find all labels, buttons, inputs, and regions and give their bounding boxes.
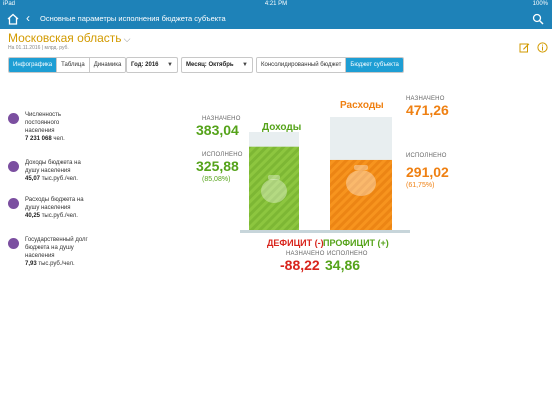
stat-value: 45,07 — [25, 176, 41, 182]
search-icon[interactable] — [532, 13, 544, 25]
stat-expense-per-capita: Расходы бюджета на душу населения 40,25 … — [8, 196, 118, 224]
expense-executed-value: 291,02 — [406, 164, 449, 180]
month-select-value: Месяц: Октябрь — [186, 62, 234, 68]
deficit-value: -88,22 — [280, 257, 320, 273]
stat-income-per-capita: Доходы бюджета на душу населения 45,07 т… — [8, 159, 118, 187]
income-executed-percent: (85,08%) — [202, 176, 231, 183]
report-date: На 01.11.2016 — [8, 45, 41, 51]
debt-icon — [8, 238, 19, 249]
income-cylinder-fill — [249, 146, 299, 230]
month-select[interactable]: Месяц: Октябрь ▼ — [181, 57, 253, 73]
money-bag-icon — [346, 165, 376, 196]
stat-label-line: душу населения — [25, 168, 71, 174]
stat-unit: чел. — [53, 136, 65, 142]
surplus-label: ПРОФИЦИТ (+) — [323, 238, 389, 248]
info-icon[interactable] — [537, 42, 548, 53]
tab-consolidated-budget[interactable]: Консолидированный бюджет — [257, 58, 347, 72]
stat-label-line: Расходы бюджета на — [25, 197, 84, 203]
report-unit: млрд. руб. — [44, 45, 69, 51]
home-icon[interactable] — [6, 12, 20, 26]
expense-planned-value: 471,26 — [406, 102, 449, 118]
income-executed-label: ИСПОЛНЕНО — [202, 152, 243, 158]
stat-unit: тыс.руб./чел. — [41, 213, 78, 219]
stat-label-line: Доходы бюджета на — [25, 160, 81, 166]
view-tabs: Инфографика Таблица Динамика — [8, 57, 127, 73]
region-name: Московская область — [8, 31, 122, 45]
chevron-down-icon: ▼ — [242, 62, 248, 68]
stat-label-line: Численность — [25, 112, 62, 118]
battery-label: 100% — [532, 1, 548, 7]
people-icon — [8, 113, 19, 124]
stat-label-line: душу населения — [25, 205, 71, 211]
stat-population: Численность постоянного населения 7 231 … — [8, 111, 118, 147]
expense-planned-label: НАЗНАЧЕНО — [406, 96, 445, 102]
budget-infographic — [240, 117, 410, 233]
nav-bar: ‹ Основные параметры исполнения бюджета … — [0, 9, 552, 29]
budget-tabs: Консолидированный бюджет Бюджет субъекта — [256, 57, 404, 73]
expense-cylinder-fill — [330, 159, 392, 230]
expense-executed-percent: (61,75%) — [406, 182, 435, 189]
report-meta: На 01.11.2016 | млрд. руб. — [8, 45, 69, 51]
income-planned-value: 383,04 — [196, 122, 239, 138]
stat-label-line: населения — [25, 253, 55, 259]
device-label: iPad — [3, 1, 16, 7]
back-chevron-icon[interactable]: ‹ — [26, 11, 30, 25]
tab-infographic[interactable]: Инфографика — [9, 58, 58, 72]
surplus-value: 34,86 — [325, 257, 361, 273]
tab-dynamics[interactable]: Динамика — [89, 58, 126, 72]
income-planned-label: НАЗНАЧЕНО — [202, 116, 241, 122]
stat-debt-per-capita: Государственный долг бюджета на душу нас… — [8, 236, 118, 272]
edit-icon[interactable] — [519, 42, 530, 53]
chevron-down-icon: ⌵ — [123, 34, 131, 44]
stat-unit: тыс.руб./чел. — [41, 176, 78, 182]
year-select[interactable]: Год: 2016 ▼ — [126, 57, 178, 73]
nav-title: Основные параметры исполнения бюджета су… — [40, 14, 226, 23]
tab-subject-budget[interactable]: Бюджет субъекта — [346, 58, 403, 72]
income-executed-value: 325,88 — [196, 158, 239, 174]
chart-base — [240, 230, 410, 233]
stat-label-line: постоянного — [25, 120, 60, 126]
stat-label-line: населения — [25, 128, 55, 134]
stat-label-line: бюджета на душу — [25, 245, 74, 251]
balance-planned-label: НАЗНАЧЕНО — [286, 251, 325, 257]
status-time: 4:21 PM — [264, 1, 288, 7]
chevron-down-icon: ▼ — [167, 62, 173, 68]
region-selector[interactable]: Московская область ⌵ — [8, 31, 130, 45]
expense-title: Расходы — [340, 100, 384, 111]
stat-value: 7,93 — [25, 261, 37, 267]
tab-table[interactable]: Таблица — [57, 58, 90, 72]
expense-executed-label: ИСПОЛНЕНО — [406, 153, 447, 159]
stat-label-line: Государственный долг — [25, 237, 88, 243]
status-bar: iPad 4:21 PM 100% — [0, 0, 552, 9]
stat-value: 7 231 068 — [25, 136, 52, 142]
stat-unit: тыс.руб./чел. — [38, 261, 75, 267]
deficit-label: ДЕФИЦИТ (-) — [267, 238, 324, 248]
year-select-value: Год: 2016 — [131, 62, 159, 68]
expense-icon — [8, 198, 19, 209]
balance-executed-label: ИСПОЛНЕНО — [327, 251, 368, 257]
income-title: Доходы — [262, 122, 302, 133]
stat-value: 40,25 — [25, 213, 41, 219]
money-bag-icon — [261, 175, 287, 203]
income-icon — [8, 161, 19, 172]
